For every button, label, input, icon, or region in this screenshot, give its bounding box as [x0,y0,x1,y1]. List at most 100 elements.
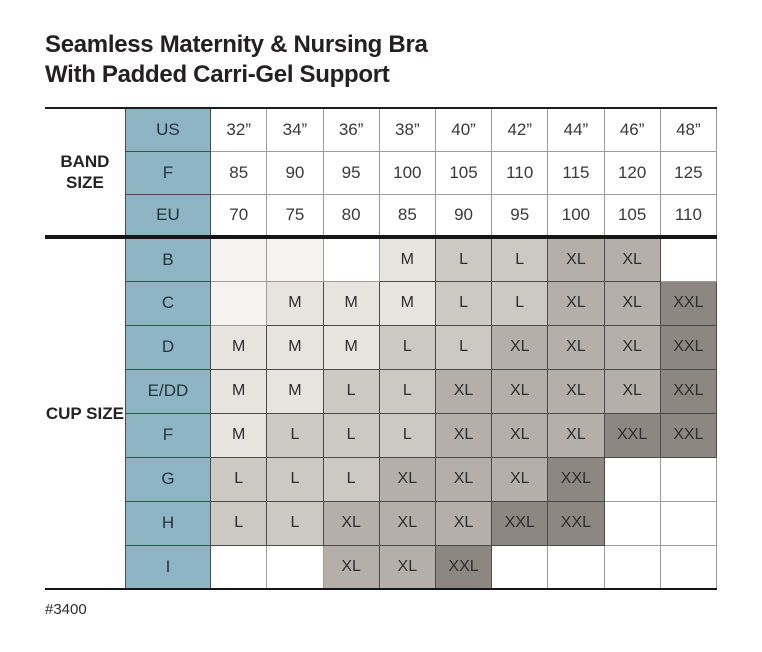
size-cell: M [266,368,324,414]
size-cell: L [266,412,324,458]
size-cell: M [378,280,436,326]
band-value-cell: 38” [378,107,436,152]
cup-row-header-cell: E/DD [124,368,212,414]
empty-size-cell [266,544,324,590]
empty-size-cell [210,236,268,282]
cup-row-header-cell: I [124,544,212,590]
size-cell: L [434,236,493,282]
size-cell: XL [547,236,605,282]
cup-row: CUP SIZE B M L L XL XL [45,236,718,590]
size-cell: XL [491,412,549,458]
band-value-cell: 120 [603,150,661,195]
size-cell: XXL [659,324,718,370]
cup-row: I XL XL XXL [45,544,718,590]
empty-size-cell [603,456,661,502]
cup-row-header-cell: G [124,456,212,502]
size-cell: XXL [547,456,605,502]
cup-size-label: CUP SIZE [45,237,126,590]
size-cell: L [322,368,380,414]
band-value-cell: 105 [434,150,493,195]
size-cell: XL [491,456,549,502]
size-cell: XL [491,368,549,414]
band-row-header-cell: EU [124,193,212,239]
size-cell: XL [603,236,661,282]
band-value-cell: 46” [603,107,661,152]
size-cell: XL [434,368,493,414]
band-value-cell: 85 [210,150,268,195]
band-row: BAND SIZE US 32” 34” 36” 38” 40” 42” 44” 46” 48” [45,107,718,239]
size-cell: L [210,500,268,546]
cup-row: C M M M L L XL XL XXL [45,280,718,326]
band-value-cell: 125 [659,150,718,195]
size-cell: L [378,368,436,414]
empty-size-cell [603,544,661,590]
size-cell: M [266,280,324,326]
page-title-line1: Seamless Maternity & Nursing Bra [45,31,428,58]
size-cell: XXL [491,500,549,546]
band-value-cell: 44” [547,107,605,152]
cup-row-header-cell: B [124,236,212,282]
size-cell: M [322,324,380,370]
band-value-cell: 32” [210,107,268,152]
page-title: Seamless Maternity & Nursing Bra With Pa… [45,30,428,90]
size-cell: XL [434,456,493,502]
size-cell: XL [547,280,605,326]
cup-row-header-cell: H [124,500,212,546]
size-cell: M [210,412,268,458]
band-value-cell: 70 [210,193,268,239]
size-cell: L [266,500,324,546]
band-value-cell: 110 [491,150,549,195]
empty-size-cell [547,544,605,590]
size-cell: XL [378,544,436,590]
empty-size-cell [491,544,549,590]
size-cell: XL [547,324,605,370]
band-value-cell: 40” [434,107,493,152]
size-cell: XL [603,368,661,414]
band-row-header-cell: F [124,150,212,195]
size-cell: XL [322,500,380,546]
cup-row: H L L XL XL XL XXL XXL [45,500,718,546]
empty-size-cell [210,544,268,590]
size-chart-table: BAND SIZE US 32” 34” 36” 38” 40” 42” 44” 46” 48” F 8… [45,107,718,590]
band-value-cell: 110 [659,193,718,239]
size-cell: L [491,236,549,282]
band-value-cell: 95 [322,150,380,195]
band-value-cell: 90 [434,193,493,239]
size-cell: M [378,236,436,282]
size-cell: XXL [659,280,718,326]
size-cell: L [434,280,493,326]
size-cell: L [266,456,324,502]
size-cell: XXL [547,500,605,546]
size-cell: XXL [434,544,493,590]
size-cell: L [491,280,549,326]
page-title-line2: With Padded Carri-Gel Support [45,61,390,88]
cup-row: F M L L L XL XL XL XXL XXL [45,412,718,458]
band-value-cell: 95 [491,193,549,239]
band-value-cell: 34” [266,107,324,152]
band-value-cell: 100 [547,193,605,239]
cup-row-header-cell: C [124,280,212,326]
size-cell: XL [603,280,661,326]
band-value-cell: 90 [266,150,324,195]
empty-size-cell [210,280,268,326]
band-row: F 85 90 95 100 105 110 115 120 125 [45,150,718,195]
size-cell: XL [547,368,605,414]
band-value-cell: 75 [266,193,324,239]
size-cell: M [322,280,380,326]
band-value-cell: 100 [378,150,436,195]
size-cell: XL [547,412,605,458]
size-cell: M [266,324,324,370]
size-cell: XXL [659,412,718,458]
size-cell: M [210,368,268,414]
size-cell: XXL [603,412,661,458]
size-cell: XL [491,324,549,370]
size-cell: XL [322,544,380,590]
size-chart-body: BAND SIZE US 32” 34” 36” 38” 40” 42” 44” 46” 48” F 8… [45,107,718,590]
size-cell: L [210,456,268,502]
size-cell: L [322,456,380,502]
band-row: EU 70 75 80 85 90 95 100 105 110 [45,193,718,239]
empty-size-cell [603,500,661,546]
band-value-cell: 36” [322,107,380,152]
size-cell: L [378,412,436,458]
